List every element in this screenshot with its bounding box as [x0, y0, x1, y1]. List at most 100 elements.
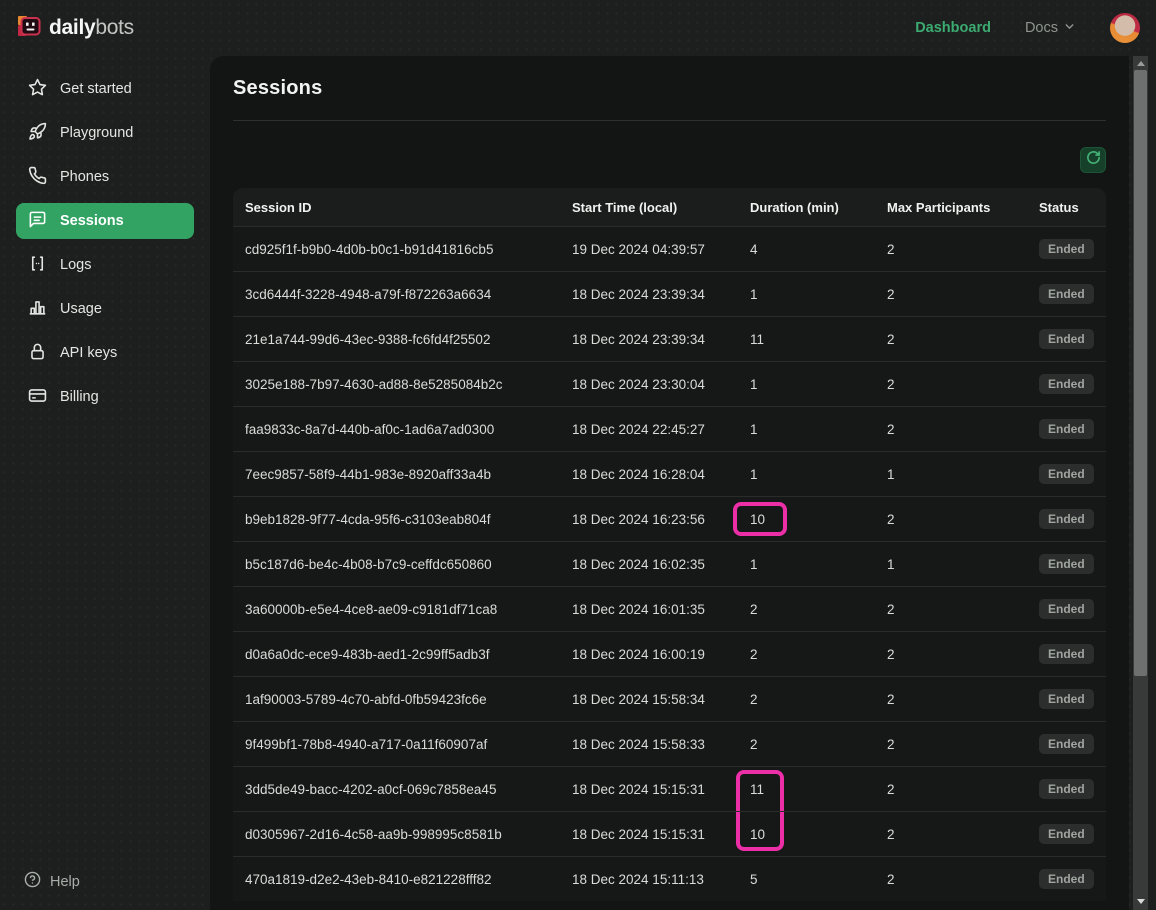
duration-cell: 10 — [733, 497, 887, 541]
status-cell: Ended — [1039, 362, 1106, 406]
start-time-cell: 18 Dec 2024 16:28:04 — [572, 466, 705, 482]
duration-cell: 4 — [750, 227, 887, 271]
sidebar-item-api-keys[interactable]: API keys — [16, 335, 194, 371]
start-time-cell: 18 Dec 2024 23:39:34 — [572, 331, 705, 347]
table-row: 1af90003-5789-4c70-abfd-0fb59423fc6e 18 D… — [233, 676, 1106, 721]
status-badge: Ended — [1039, 599, 1094, 619]
user-avatar[interactable] — [1110, 13, 1140, 43]
duration-value: 2 — [750, 736, 758, 752]
duration-cell: 11 — [736, 767, 887, 811]
table-row: 3dd5de49-bacc-4202-a0cf-069c7858ea45 18 D… — [233, 766, 1106, 811]
column-header: Max Participants — [887, 199, 991, 215]
table-row: cd925f1f-b9b0-4d0b-b0c1-b91d41816cb5 19 D… — [233, 226, 1106, 271]
help-button[interactable]: Help — [16, 871, 194, 892]
triangle-down-icon — [1136, 898, 1145, 904]
top-nav: Dashboard Docs — [915, 13, 1140, 43]
sidebar-item-sessions[interactable]: Sessions — [16, 203, 194, 239]
sidebar-item-playground[interactable]: Playground — [16, 115, 194, 151]
scrollbar-up-arrow[interactable] — [1133, 57, 1148, 69]
duration-value: 1 — [750, 286, 758, 302]
session-id-cell: 470a1819-d2e2-43eb-8410-e821228fff82 — [245, 871, 492, 887]
duration-cell: 1 — [750, 542, 887, 586]
brand-logo[interactable]: dailybots — [16, 13, 134, 44]
table-body: cd925f1f-b9b0-4d0b-b0c1-b91d41816cb5 19 D… — [233, 226, 1106, 901]
duration-cell: 11 — [750, 317, 887, 361]
sidebar-item-billing[interactable]: Billing — [16, 379, 194, 415]
status-cell: Ended — [1039, 677, 1106, 721]
duration-value: 2 — [750, 646, 758, 662]
duration-value: 1 — [750, 376, 758, 392]
status-badge: Ended — [1039, 734, 1094, 754]
lock-icon — [28, 342, 47, 365]
status-badge: Ended — [1039, 509, 1094, 529]
duration-value: 1 — [750, 466, 758, 482]
start-time-cell: 18 Dec 2024 15:15:31 — [572, 781, 705, 797]
table-row: d0305967-2d16-4c58-aa9b-998995c8581b 18 D… — [233, 811, 1106, 856]
triangle-up-icon — [1136, 60, 1145, 66]
scrollbar-down-arrow[interactable] — [1133, 895, 1148, 907]
nav-docs-label: Docs — [1024, 20, 1058, 36]
table-row: 9f499bf1-78b8-4940-a717-0a11f60907af 18 D… — [233, 721, 1106, 766]
sidebar-item-label: Usage — [60, 301, 102, 317]
max-participants-cell: 2 — [887, 646, 895, 662]
scrollbar-thumb[interactable] — [1134, 70, 1147, 676]
start-time-cell: 18 Dec 2024 15:15:31 — [572, 826, 705, 842]
status-badge: Ended — [1039, 284, 1094, 304]
sessions-table: Session ID Start Time (local) Duration (mi… — [233, 188, 1106, 901]
max-participants-cell: 2 — [887, 376, 895, 392]
credit-card-icon — [28, 386, 47, 409]
status-badge: Ended — [1039, 869, 1094, 889]
start-time-cell: 18 Dec 2024 15:58:33 — [572, 736, 705, 752]
sidebar-item-usage[interactable]: Usage — [16, 291, 194, 327]
session-id-cell: 1af90003-5789-4c70-abfd-0fb59423fc6e — [245, 691, 487, 707]
status-badge: Ended — [1039, 689, 1094, 709]
duration-cell: 1 — [750, 272, 887, 316]
nav-docs-menu[interactable]: Docs — [1025, 20, 1076, 37]
duration-value: 11 — [750, 331, 765, 347]
nav-dashboard-link[interactable]: Dashboard — [915, 20, 991, 36]
page-title: Sessions — [233, 77, 323, 99]
session-id-cell: d0305967-2d16-4c58-aa9b-998995c8581b — [245, 826, 502, 842]
brackets-icon — [28, 254, 47, 277]
status-badge: Ended — [1039, 644, 1094, 664]
duration-cell: 2 — [750, 587, 887, 631]
column-header: Status — [1039, 199, 1079, 215]
status-badge: Ended — [1039, 419, 1094, 439]
max-participants-cell: 2 — [887, 691, 895, 707]
status-badge: Ended — [1039, 779, 1094, 799]
max-participants-cell: 2 — [887, 511, 895, 527]
brand-name-bots: bots — [95, 16, 134, 39]
help-circle-icon — [24, 871, 41, 892]
max-participants-cell: 1 — [887, 556, 895, 572]
refresh-icon — [1086, 150, 1101, 170]
table-row: 21e1a744-99d6-43ec-9388-fc6fd4f25502 18 D… — [233, 316, 1106, 361]
refresh-button[interactable] — [1080, 147, 1106, 173]
duration-value: 2 — [750, 691, 758, 707]
duration-value: 1 — [750, 556, 758, 572]
sidebar-item-logs[interactable]: Logs — [16, 247, 194, 283]
sidebar-item-label: API keys — [60, 345, 118, 361]
max-participants-cell: 2 — [887, 781, 895, 797]
table-row: faa9833c-8a7d-440b-af0c-1ad6a7ad0300 18 D… — [233, 406, 1106, 451]
status-badge: Ended — [1039, 239, 1094, 259]
duration-cell: 1 — [750, 452, 887, 496]
sidebar-item-get-started[interactable]: Get started — [16, 71, 194, 107]
duration-value: 10 — [750, 826, 766, 842]
max-participants-cell: 2 — [887, 241, 895, 257]
sidebar-item-phones[interactable]: Phones — [16, 159, 194, 195]
session-id-cell: 21e1a744-99d6-43ec-9388-fc6fd4f25502 — [245, 331, 491, 347]
max-participants-cell: 2 — [887, 421, 895, 437]
duration-value: 11 — [750, 781, 765, 797]
max-participants-cell: 1 — [887, 466, 895, 482]
session-id-cell: 7eec9857-58f9-44b1-983e-8920aff33a4b — [245, 466, 491, 482]
table-row: d0a6a0dc-ece9-483b-aed1-2c99ff5adb3f 18 D… — [233, 631, 1106, 676]
vertical-scrollbar[interactable] — [1133, 56, 1148, 910]
duration-cell: 1 — [750, 407, 887, 451]
duration-cell: 2 — [750, 722, 887, 766]
max-participants-cell: 2 — [887, 871, 895, 887]
duration-value: 10 — [750, 511, 766, 527]
help-label: Help — [50, 873, 80, 890]
status-cell: Ended — [1039, 767, 1106, 811]
status-cell: Ended — [1039, 317, 1106, 361]
